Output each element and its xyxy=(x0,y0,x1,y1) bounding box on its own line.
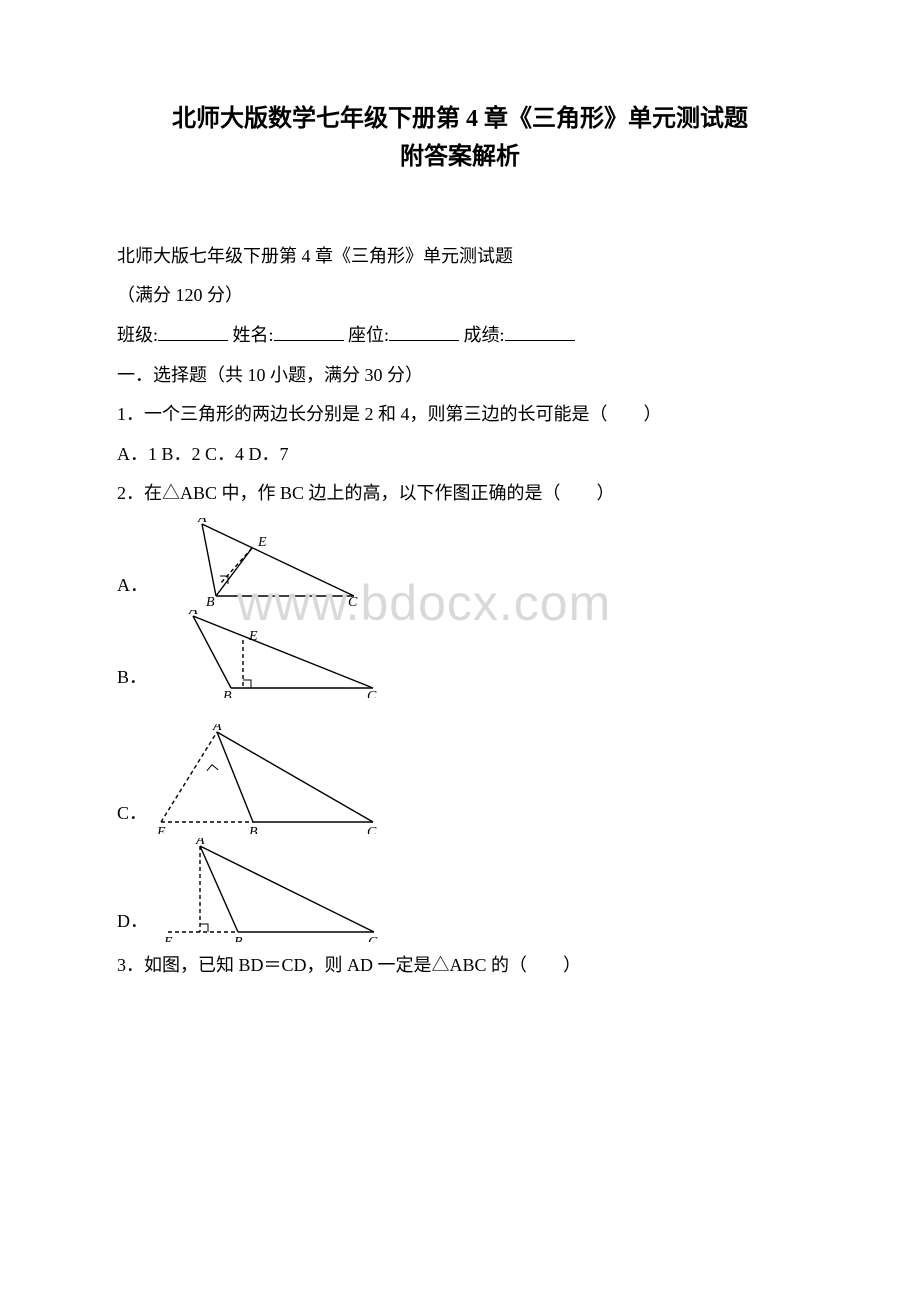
svg-text:B: B xyxy=(234,935,243,942)
svg-text:C: C xyxy=(348,595,358,606)
svg-text:E: E xyxy=(156,825,166,834)
svg-text:E: E xyxy=(163,935,173,942)
option-label-b: B． xyxy=(117,658,147,698)
q2-option-c: C． A B C E xyxy=(117,724,830,834)
title-line2: 附答案解析 xyxy=(90,138,830,176)
header-row: 班级: 姓名: 座位: 成绩: xyxy=(90,316,830,356)
label-score: 成绩: xyxy=(464,325,505,345)
figure-q2-c: A B C E xyxy=(153,724,383,834)
svg-text:B: B xyxy=(223,689,232,698)
question-1-options: A．1 B．2 C．4 D．7 xyxy=(90,435,830,475)
blank-class[interactable] xyxy=(158,322,228,341)
figure-q2-d: A B C E xyxy=(154,838,384,942)
label-seat: 座位: xyxy=(348,325,389,345)
question-3: 3．如图，已知 BD＝CD，则 AD 一定是△ABC 的（ ） xyxy=(90,946,830,986)
question-1: 1．一个三角形的两边长分别是 2 和 4，则第三边的长可能是（ ） xyxy=(90,395,830,435)
svg-text:C: C xyxy=(368,935,378,942)
q2-option-a: A． ABCE www.bdocx.com xyxy=(117,518,830,606)
svg-text:B: B xyxy=(249,825,258,834)
label-class: 班级: xyxy=(117,325,158,345)
blank-score[interactable] xyxy=(505,322,575,341)
title-line1: 北师大版数学七年级下册第 4 章《三角形》单元测试题 xyxy=(90,100,830,138)
subtitle: 北师大版七年级下册第 4 章《三角形》单元测试题 xyxy=(90,237,830,277)
section-1-heading: 一．选择题（共 10 小题，满分 30 分） xyxy=(90,356,830,396)
q2-option-d: D． A B C E xyxy=(117,838,830,942)
blank-name[interactable] xyxy=(274,322,344,341)
svg-text:A: A xyxy=(212,724,222,734)
option-label-c: C． xyxy=(117,794,147,834)
figure-q2-b: A B C E xyxy=(153,610,383,698)
full-score: （满分 120 分） xyxy=(90,276,830,316)
svg-text:E: E xyxy=(248,629,258,644)
svg-text:E: E xyxy=(257,535,267,550)
figure-q2-a: A B C E xyxy=(154,518,364,606)
option-label-d: D． xyxy=(117,902,148,942)
q2-option-b: B． A B C E xyxy=(117,610,830,698)
option-label-a: A． xyxy=(117,566,148,606)
svg-text:C: C xyxy=(367,825,377,834)
svg-text:C: C xyxy=(367,689,377,698)
svg-text:A: A xyxy=(195,838,205,848)
blank-seat[interactable] xyxy=(389,322,459,341)
label-name: 姓名: xyxy=(233,325,274,345)
svg-text:A: A xyxy=(197,518,207,526)
svg-text:B: B xyxy=(206,595,215,606)
svg-text:A: A xyxy=(188,610,198,618)
question-2: 2．在△ABC 中，作 BC 边上的高，以下作图正确的是（ ） xyxy=(90,474,830,514)
